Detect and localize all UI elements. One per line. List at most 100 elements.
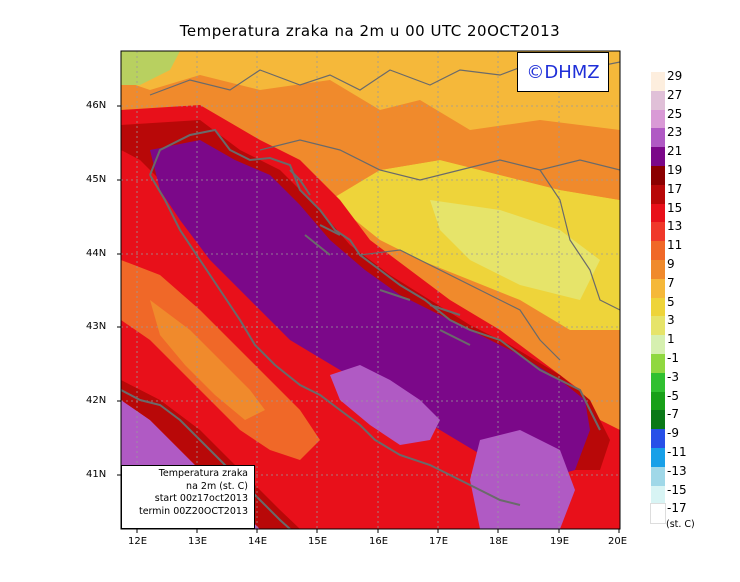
legend-swatch [651,278,665,298]
legend-label: 3 [667,313,675,328]
legend-entry: 17 [651,181,740,204]
legend-swatch [651,203,665,223]
temp-zone-north [121,51,620,130]
legend-swatch [651,466,665,486]
legend-label: -3 [667,369,679,384]
lon-label-14e: 14E [248,536,268,547]
legend-swatch [651,72,665,91]
lon-label-20e: 20E [608,536,628,547]
temp-zone-green [121,51,180,85]
legend-label: 5 [667,294,675,309]
legend-entry: 19 [651,163,740,185]
temp-zone-orange-ne [340,110,620,200]
adriatic-sea [150,140,590,480]
lon-label-19e: 19E [550,536,570,547]
legend-label: 19 [667,163,683,177]
legend-label: 15 [667,200,683,215]
legend-label: -13 [667,463,687,478]
legend-swatch [650,503,666,525]
legend-entry: 27 [651,87,740,110]
legend-swatch [651,448,665,467]
legend-label: 27 [667,87,683,102]
legend-swatch [651,485,665,505]
legend-label: -15 [667,482,687,497]
legend-entry: 13 [651,220,740,242]
legend-label: 17 [667,181,683,196]
legend-entry: -7 [651,407,740,430]
lon-label-16e: 16E [369,536,389,547]
lat-label-41n: 41N [86,469,107,480]
legend-swatch [651,410,665,430]
lon-label-17e: 17E [429,536,449,547]
lon-label-18e: 18E [489,536,509,547]
lat-label-43n: 43N [86,321,107,332]
legend-entry: 25 [651,106,740,129]
legend-swatch [651,354,665,373]
legend-entry: -11 [651,445,740,467]
lat-label-44n: 44N [86,248,107,259]
legend-label: -5 [667,388,679,403]
legend-entry: 7 [651,277,740,298]
legend-label: 25 [667,106,683,121]
legend-entry: 1 [651,332,740,354]
adriatic-sea-warmest [330,365,440,445]
legend-label: -9 [667,426,679,441]
legend-label: 1 [667,332,675,347]
legend-swatch [651,429,665,448]
legend-unit: (st. C) [666,519,695,530]
legend-label: -17 [667,501,687,516]
legend-swatch [651,109,665,129]
temp-zone-interior-light [430,200,600,300]
legend-entry: -15 [651,482,740,505]
lat-label-46n: 46N [86,100,107,111]
legend-entry: 3 [651,313,740,336]
map-frame [120,50,621,530]
legend-label: 11 [667,238,683,253]
legend-entry: 21 [651,144,740,166]
legend-entry: -17 [650,501,740,525]
legend-entry: -13 [651,463,740,486]
legend-entry: -9 [651,426,740,448]
legend-entry: 9 [651,257,740,279]
info-line-3: start 00z17oct2013 [154,493,248,504]
lat-label-45n: 45N [86,174,107,185]
legend-entry: -1 [651,352,740,373]
tyrrhenian-sea-edge [121,380,300,529]
legend-label: 23 [667,125,683,140]
legend-swatch [651,184,665,204]
lat-label-42n: 42N [86,395,107,406]
lon-label-13e: 13E [188,536,208,547]
legend-label: 9 [667,257,675,271]
legend-swatch [651,241,665,260]
legend-label: -7 [667,407,679,422]
legend-swatch [651,260,665,279]
map-title: Temperatura zraka na 2m u 00 UTC 20OCT20… [179,22,561,40]
legend-entry: 11 [651,238,740,260]
lon-label-12e: 12E [128,536,148,547]
lon-label-15e: 15E [308,536,328,547]
info-line-1: Temperatura zraka [158,468,248,479]
legend-label: -11 [667,445,687,459]
info-box: Temperatura zraka na 2m (st. C) start 00… [121,465,255,529]
info-line-2: na 2m (st. C) [186,480,248,492]
italy-interior-cool [150,300,265,420]
legend-label: 21 [667,144,683,159]
legend-swatch [651,391,665,411]
legend-swatch [651,297,665,317]
legend-swatch [651,335,665,354]
dhmz-logo: ©DHMZ [517,52,609,92]
legend-swatch [651,316,665,336]
legend-entry: 23 [651,125,740,148]
legend-entry: -5 [651,388,740,411]
info-line-4: termin 00Z20OCT2013 [138,505,248,517]
legend-swatch [651,222,665,242]
legend-entry: 15 [651,200,740,223]
legend-entry: 5 [651,294,740,317]
legend-swatch [651,372,665,392]
legend-swatch [651,90,665,110]
legend-swatch [651,147,665,166]
adriatic-sea-warmest-south [470,430,575,529]
legend-entry: -3 [651,369,740,392]
legend-swatch [651,166,665,185]
